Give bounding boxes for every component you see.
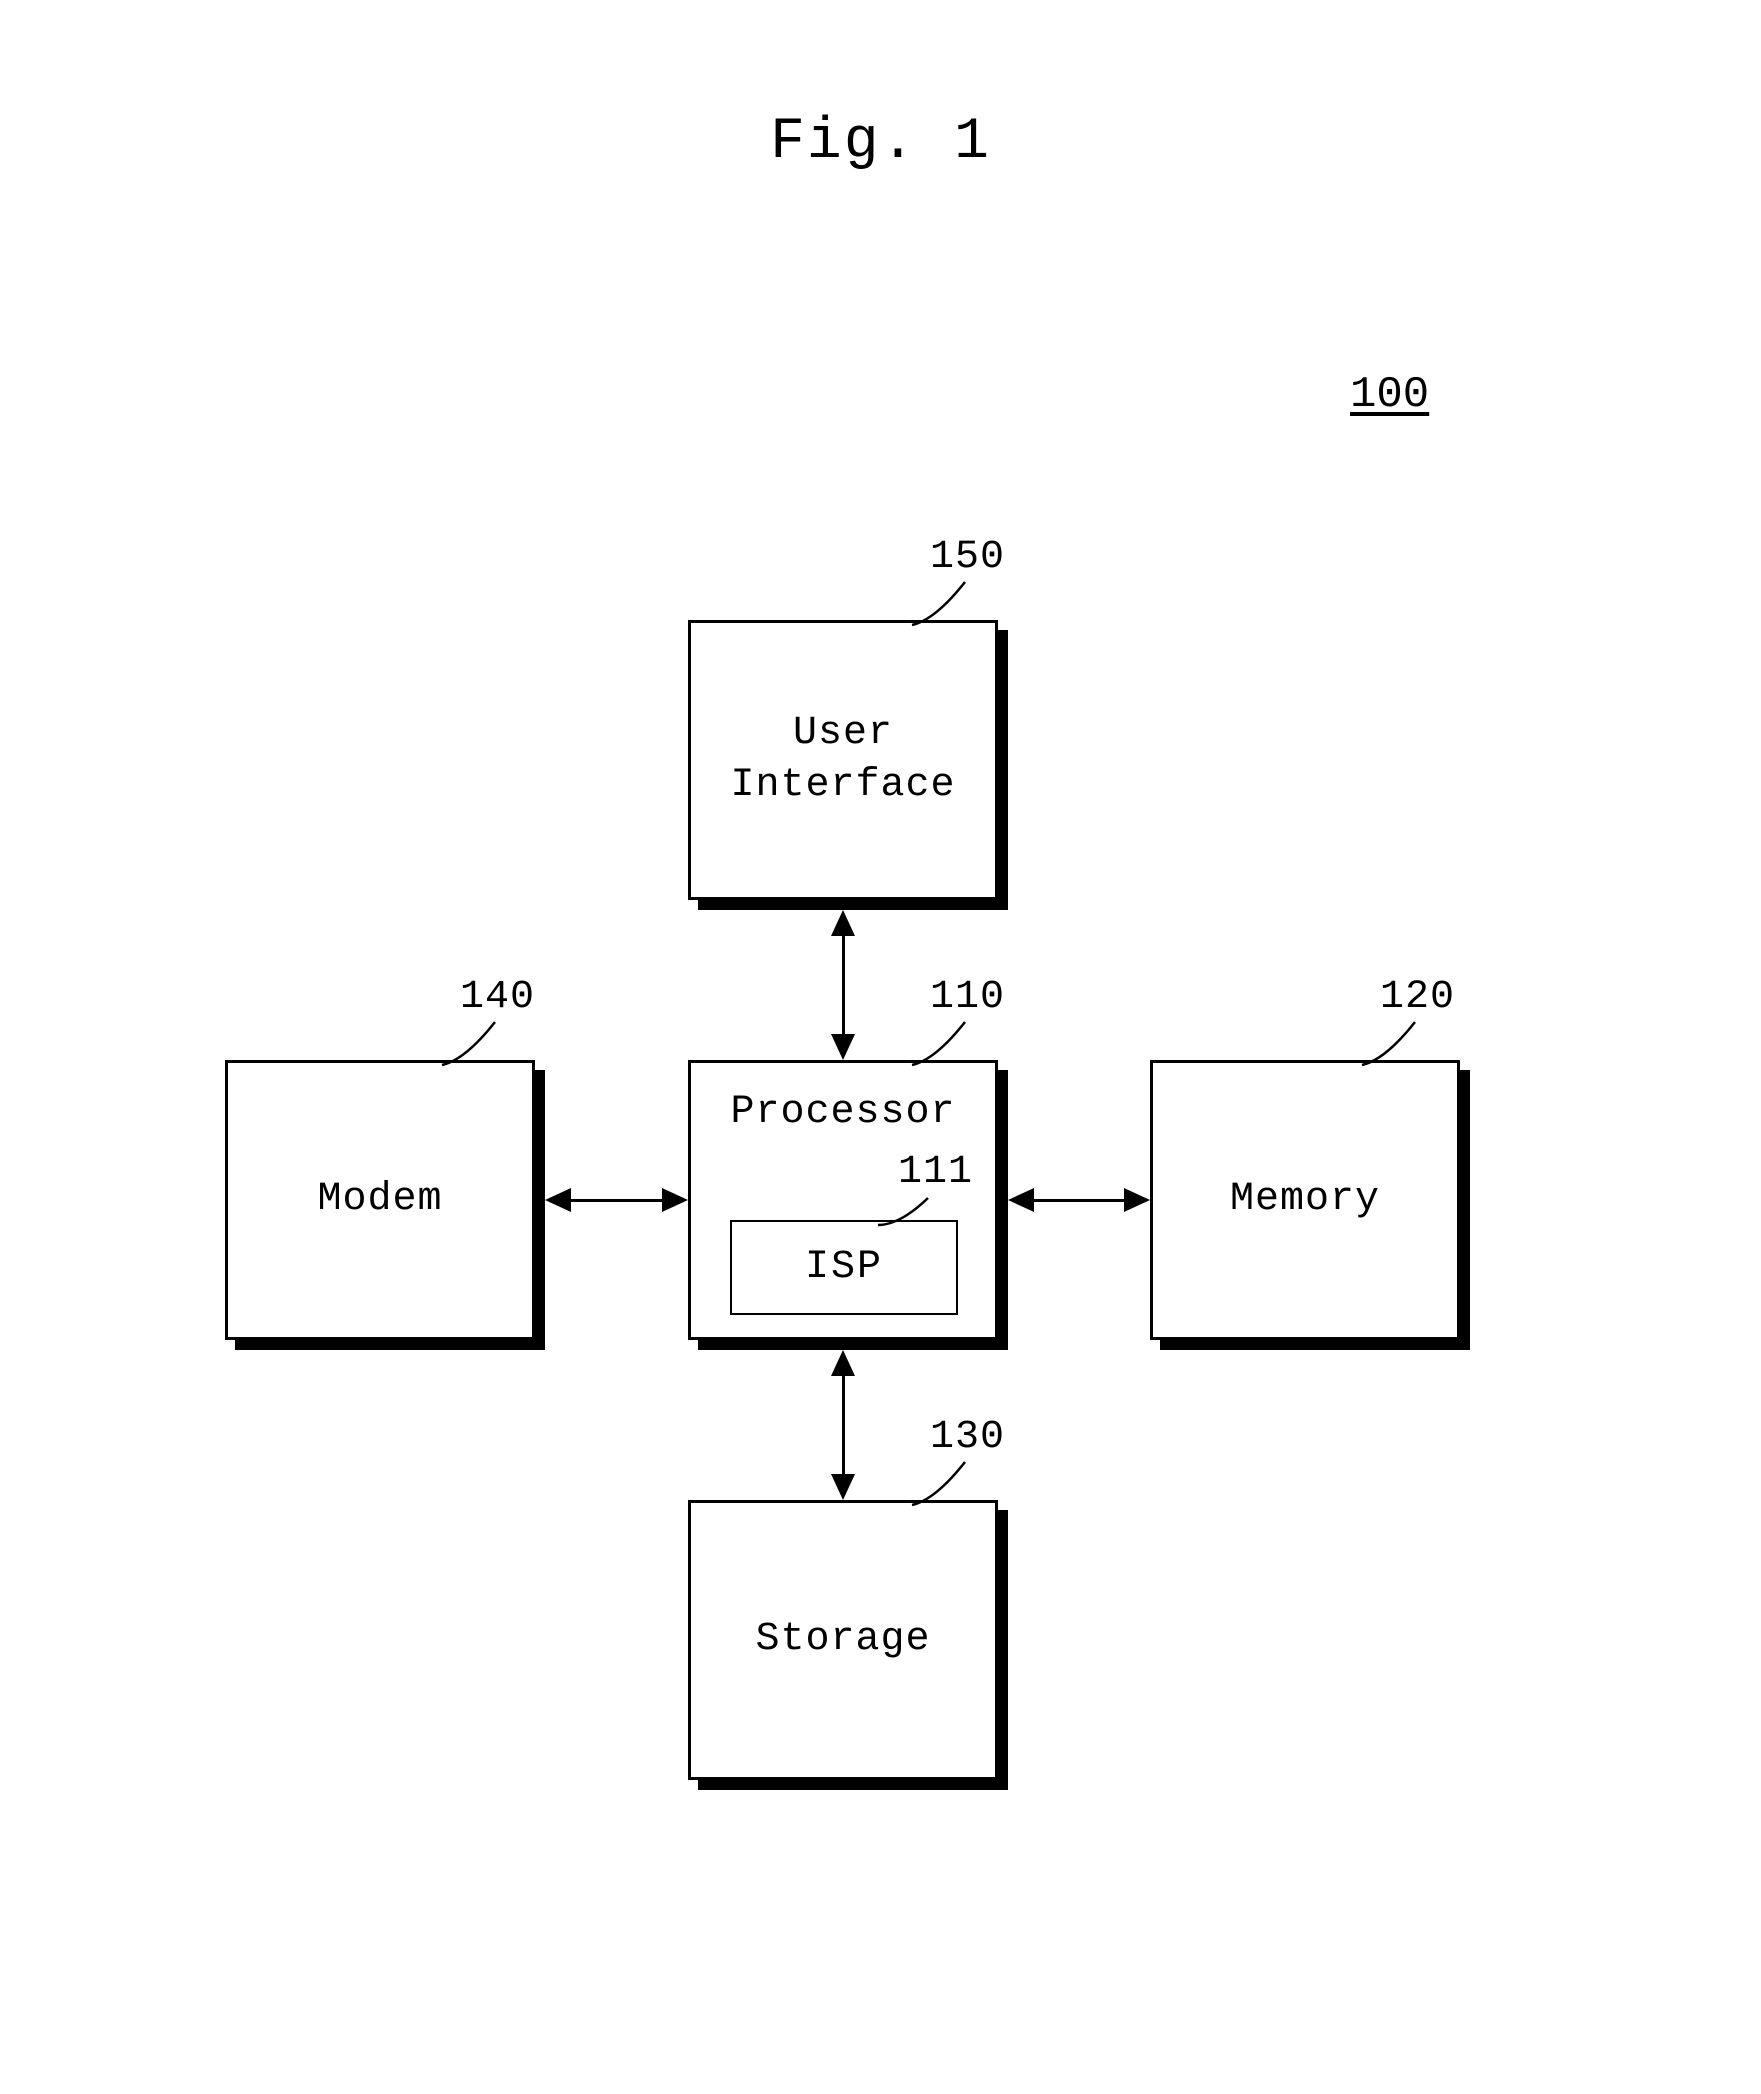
arrowhead-right-icon (1124, 1188, 1150, 1212)
connector-modem-processor (565, 1199, 668, 1202)
arrowhead-up-icon (831, 1350, 855, 1376)
arrowhead-left-icon (545, 1188, 571, 1212)
connector-processor-memory (1028, 1199, 1130, 1202)
storage-block: Storage (688, 1500, 998, 1780)
modem-block: Modem (225, 1060, 535, 1340)
user_interface-label: User Interface (730, 708, 955, 812)
user_interface-leader-line (907, 577, 970, 630)
figure-title: Fig. 1 (770, 110, 991, 175)
modem-leader-line (437, 1017, 500, 1070)
processor-reference-number: 110 (930, 975, 1005, 1020)
memory-reference-number: 120 (1380, 975, 1455, 1020)
memory-leader-line (1357, 1017, 1420, 1070)
modem-reference-number: 140 (460, 975, 535, 1020)
modem-label: Modem (317, 1174, 442, 1226)
arrowhead-right-icon (662, 1188, 688, 1212)
isp-label: ISP (805, 1245, 883, 1290)
processor-leader-line (907, 1017, 970, 1070)
processor-label: Processor (730, 1087, 955, 1139)
storage-reference-number: 130 (930, 1415, 1005, 1460)
arrowhead-up-icon (831, 910, 855, 936)
arrowhead-down-icon (831, 1474, 855, 1500)
storage-leader-line (907, 1457, 970, 1510)
arrowhead-left-icon (1008, 1188, 1034, 1212)
isp-reference-number: 111 (898, 1150, 973, 1195)
memory-block: Memory (1150, 1060, 1460, 1340)
arrowhead-down-icon (831, 1034, 855, 1060)
diagram-reference-number: 100 (1350, 370, 1429, 420)
connector-processor-storage (842, 1370, 845, 1480)
user_interface-reference-number: 150 (930, 535, 1005, 580)
memory-label: Memory (1230, 1174, 1380, 1226)
isp-leader-line (873, 1193, 933, 1230)
isp-block: ISP (730, 1220, 958, 1315)
storage-label: Storage (755, 1614, 930, 1666)
user_interface-block: User Interface (688, 620, 998, 900)
connector-processor-user_interface (842, 930, 845, 1040)
